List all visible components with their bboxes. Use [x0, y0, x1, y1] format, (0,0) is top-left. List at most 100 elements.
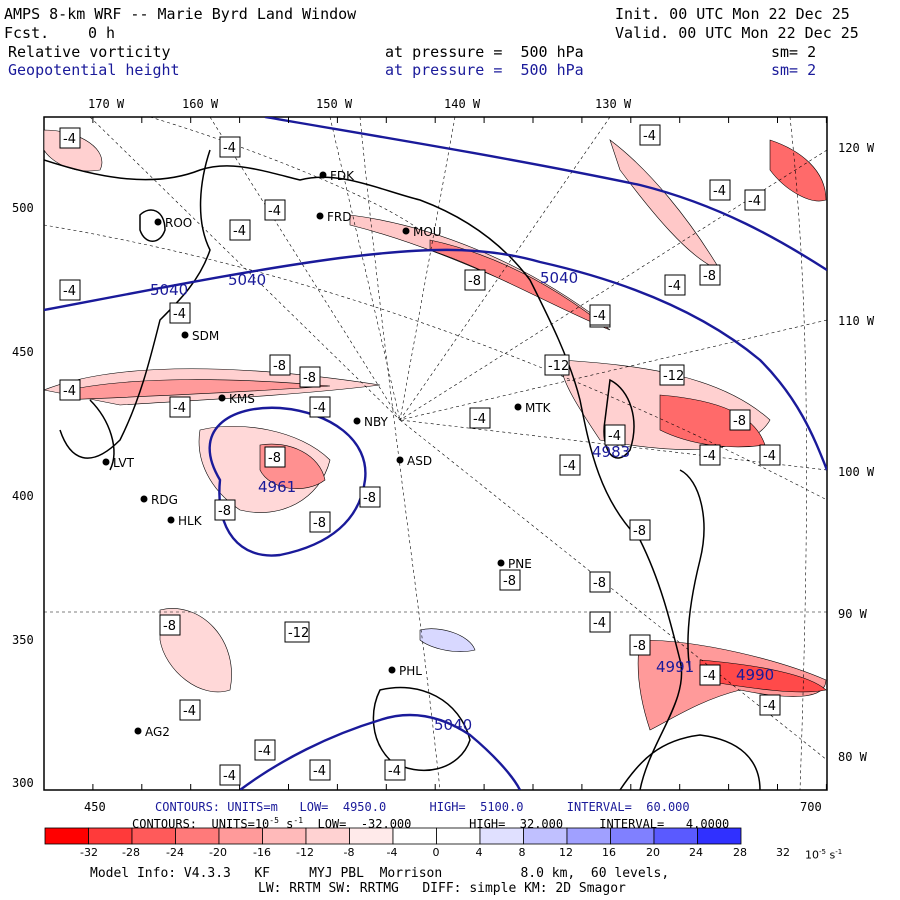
vorticity-label-box: [169, 302, 191, 324]
y-tick-label: 400: [12, 489, 34, 503]
vorticity-label-box: [469, 407, 491, 429]
colorbar-swatch: [44, 827, 89, 845]
right-lon-label: 100 W: [838, 465, 875, 479]
x-tick-label: 450: [84, 800, 106, 814]
field2-pressure: at pressure = 500 hPa: [385, 61, 584, 79]
vorticity-label-box: [699, 664, 721, 686]
right-lon-label: 90 W: [838, 607, 867, 621]
vorticity-label: -8: [313, 516, 326, 531]
vorticity-label: -8: [163, 619, 176, 634]
vorticity-label-box: [384, 759, 406, 781]
geopotential-label: 5040: [228, 271, 266, 289]
vorticity-label-box: [589, 571, 611, 593]
station-label: KMS: [229, 392, 255, 406]
colorbar-unit: 10-5 s-1: [805, 848, 843, 862]
vorticity-label-box: [709, 179, 731, 201]
lat-lon-gridline: [399, 319, 827, 421]
top-lon-label: 130 W: [595, 97, 632, 111]
vorticity-label-box: [744, 189, 766, 211]
vorticity-label: -4: [703, 449, 716, 464]
vorticity-label-box: [629, 634, 651, 656]
vorticity-label-box: [309, 511, 331, 533]
vorticity-label-box: [499, 569, 521, 591]
vorticity-label: -8: [633, 524, 646, 539]
geopotential-label: 4990: [736, 666, 774, 684]
vorticity-label: -4: [473, 412, 486, 427]
vorticity-label: -4: [183, 704, 196, 719]
geopotential-label: 5040: [540, 269, 578, 287]
vorticity-shaded-area: [699, 659, 827, 693]
vorticity-label: -4: [173, 401, 186, 416]
vorticity-label-box: [299, 366, 321, 388]
station-dot: [134, 727, 142, 735]
vorticity-label-box: [169, 396, 191, 418]
station-label: LVT: [113, 456, 135, 470]
vorticity-label: -4: [593, 616, 606, 631]
vorticity-shaded-area: [419, 628, 476, 652]
lat-lon-gridline: [399, 419, 827, 761]
vorticity-label: -4: [593, 309, 606, 324]
station-dot: [102, 458, 110, 466]
y-tick-label: 500: [12, 201, 34, 215]
vorticity-label: -8: [633, 639, 646, 654]
vorticity-label-box: [219, 136, 241, 158]
coastline: [89, 399, 115, 471]
colorbar-tick: -12: [296, 846, 314, 859]
field1-pressure: at pressure = 500 hPa: [385, 43, 584, 61]
vorticity-label-box: [559, 454, 581, 476]
vorticity-label: -4: [63, 132, 76, 147]
vorticity-label: -12: [548, 359, 569, 374]
station-label: PNE: [508, 557, 532, 571]
vorticity-label-box: [659, 364, 685, 386]
vorticity-label-box: [464, 269, 486, 291]
geopotential-contour: [239, 713, 522, 790]
right-lon-label: 80 W: [838, 750, 867, 764]
lat-lon-gridline: [359, 117, 441, 790]
station-dot: [140, 495, 148, 503]
geopotential-contour: [264, 117, 827, 272]
vorticity-label-box: [359, 486, 381, 508]
vorticity-label-box: [639, 124, 661, 146]
colorbar: [44, 827, 742, 845]
geopotential-contour-info: CONTOURS: UNITS=m LOW= 4950.0 HIGH= 5100…: [155, 800, 690, 814]
vorticity-label: -8: [593, 576, 606, 591]
lat-lon-gridline: [89, 117, 401, 421]
vorticity-label: -8: [273, 359, 286, 374]
station-dot: [316, 212, 324, 220]
vorticity-label: -4: [258, 744, 271, 759]
station-label: RDG: [151, 493, 178, 507]
station-dot: [497, 559, 505, 567]
vorticity-label: -8: [468, 274, 481, 289]
vorticity-label: -4: [563, 459, 576, 474]
station-dot: [154, 218, 162, 226]
station-dot: [396, 456, 404, 464]
vorticity-label-box: [264, 446, 286, 468]
vorticity-label: -12: [663, 369, 684, 384]
vorticity-label-box: [59, 127, 81, 149]
field2-smoothing: sm= 2: [771, 61, 817, 79]
y-tick-label: 350: [12, 633, 34, 647]
vorticity-shaded-area: [59, 379, 331, 401]
x-tick-label: 700: [800, 800, 822, 814]
lat-lon-gridline: [329, 117, 401, 421]
vorticity-label-box: [264, 199, 286, 221]
station-dot: [388, 666, 396, 674]
vorticity-label-box: [159, 614, 181, 636]
lat-lon-gridline: [399, 117, 611, 421]
field1-name: Relative vorticity: [8, 43, 171, 61]
geopotential-label: 4991: [656, 658, 694, 676]
y-tick-label: 450: [12, 345, 34, 359]
vorticity-label: -4: [268, 204, 281, 219]
geopotential-label: 4983: [592, 443, 630, 461]
colorbar-tick: 20: [646, 846, 660, 859]
vorticity-label-box: [604, 424, 626, 446]
vorticity-label-box: [664, 274, 686, 296]
vorticity-label: -8: [503, 574, 516, 589]
lat-lon-gridline: [149, 117, 421, 231]
y-tick-label: 300: [12, 776, 34, 790]
colorbar-tick: 4: [475, 846, 483, 859]
vorticity-label-box: [544, 354, 570, 376]
station-label: HLK: [178, 514, 203, 528]
vorticity-label-box: [59, 279, 81, 301]
map-title: AMPS 8-km WRF -- Marie Byrd Land Window: [4, 5, 357, 23]
